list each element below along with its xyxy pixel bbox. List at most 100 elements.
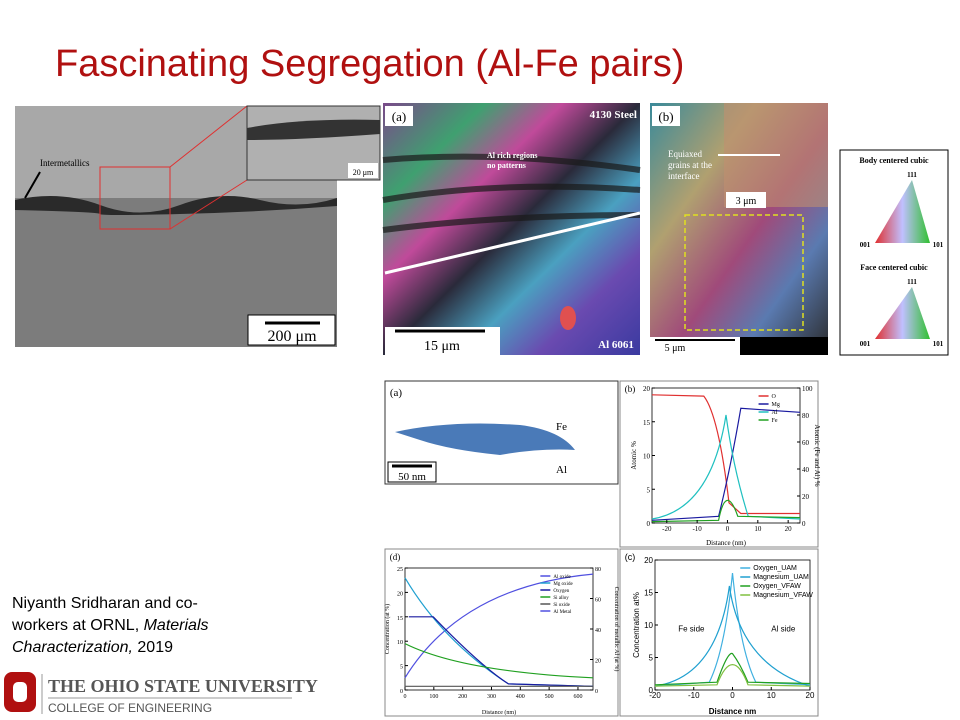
legend-corner: 101 (933, 241, 944, 249)
legend-label: Al oxide (553, 575, 571, 580)
ipf-legend (839, 149, 949, 356)
annotation: Intermetallics (40, 158, 90, 168)
scale-label: 20 μm (353, 168, 374, 177)
citation-journal: Characterization, (12, 639, 133, 656)
plot-curve (651, 414, 801, 520)
panel-label: (c) (625, 552, 636, 562)
y-axis-label: Concentration (at %) (384, 604, 391, 654)
annotation: grains at the (668, 160, 712, 170)
y-tick-label: 20 (644, 556, 653, 565)
legend-label: Oxygen (553, 589, 569, 594)
svg-text:Niyanth Sridharan and co-: Niyanth Sridharan and co- (12, 595, 198, 612)
annotation: no patterns (487, 161, 526, 170)
x-tick-label: -10 (692, 525, 702, 533)
legend-label: O (772, 394, 777, 400)
image-label: 4130 Steel (590, 109, 637, 121)
plot-curve (654, 664, 811, 687)
logo: THE OHIO STATE UNIVERSITY COLLEGE OF ENG… (4, 672, 318, 715)
scale-label: 200 μm (267, 328, 317, 345)
x-tick-label: -20 (662, 525, 672, 533)
y-tick-label: 15 (644, 589, 653, 598)
plot-curve (654, 572, 811, 687)
plot-curve (651, 499, 801, 523)
y-tick-label: 5 (649, 654, 654, 663)
apt-image (384, 380, 619, 485)
y2-tick-label: 100 (802, 385, 813, 393)
legend-title: Body centered cubic (859, 156, 929, 165)
panel-label: (a) (392, 109, 406, 124)
panel-label: (b) (625, 384, 636, 394)
legend-corner: 101 (933, 340, 944, 348)
x-tick-label: 0 (726, 525, 730, 533)
legend-label: Mg oxide (553, 582, 573, 587)
y2-tick-label: 80 (802, 412, 810, 420)
x-tick-label: 20 (785, 525, 793, 533)
panel-label: (a) (390, 387, 403, 399)
scale-label: 15 μm (424, 339, 460, 354)
x-tick-label: 300 (487, 694, 496, 700)
y2-axis-label: Concentration of metallic Al (at %) (613, 587, 620, 672)
plot-curve (408, 616, 594, 687)
legend-label: Al (772, 410, 778, 416)
plot-frame (384, 548, 619, 717)
y-tick-label: 15 (643, 419, 651, 427)
x-tick-label: 20 (806, 691, 815, 700)
y2-tick-label: 60 (802, 439, 810, 447)
y2-tick-label: 40 (802, 466, 810, 474)
plot-frame (619, 548, 819, 717)
x-tick-label: 200 (458, 694, 467, 700)
y2-tick-label: 20 (802, 493, 810, 501)
x-tick-label: -20 (649, 691, 661, 700)
y-tick-label: 10 (644, 621, 653, 630)
plot-curve (404, 643, 594, 679)
legend-label: Si oxide (553, 603, 570, 608)
ebsd-image-b (650, 103, 828, 355)
y-tick-label: 0 (647, 520, 651, 528)
annotation: Al rich regions (487, 151, 538, 160)
x-axis-label: Distance (nm) (706, 539, 747, 547)
image-label: Al 6061 (598, 339, 634, 351)
x-tick-label: 0 (404, 694, 407, 700)
legend-label: Si alloy (553, 596, 569, 601)
x-tick-label: 600 (573, 694, 582, 700)
ebsd-image-a (382, 103, 641, 355)
plot-curve (654, 652, 811, 686)
citation-journal: Materials (144, 617, 209, 634)
y2-tick-label: 60 (595, 598, 601, 604)
plot-annotation: Al side (771, 625, 796, 634)
plot-curve (651, 407, 801, 521)
legend-corner: 111 (907, 278, 917, 286)
plot-annotation: Fe side (678, 625, 705, 634)
legend-label: Magnesium_VFAW (753, 592, 813, 599)
y2-tick-label: 80 (595, 567, 601, 573)
x-tick-label: 10 (767, 691, 776, 700)
x-tick-label: 10 (754, 525, 762, 533)
y-tick-label: 25 (397, 567, 403, 573)
citation-text: workers at ORNL, (11, 617, 144, 634)
panel-label: (b) (658, 109, 673, 124)
y2-axis-label: Atomic (Fe and Al) % (813, 424, 821, 486)
y2-tick-label: 20 (595, 659, 601, 665)
y-axis-label: Atomic % (630, 441, 638, 470)
logo-university: THE OHIO STATE UNIVERSITY (48, 676, 318, 696)
plot-curve (654, 585, 811, 687)
y-tick-label: 10 (397, 640, 403, 646)
legend-corner: 001 (860, 241, 871, 249)
annotation: interface (668, 171, 699, 181)
logo-college: COLLEGE OF ENGINEERING (48, 701, 212, 715)
slide-title: Fascinating Segregation (Al-Fe pairs) (55, 43, 684, 85)
scale-label: 3 μm (736, 196, 757, 207)
y-tick-label: 20 (397, 591, 403, 597)
y2-tick-label: 0 (802, 520, 806, 528)
legend-title: Face centered cubic (860, 263, 928, 272)
y-tick-label: 15 (397, 616, 403, 622)
y-tick-label: 5 (647, 486, 651, 494)
apt-label: Al (556, 464, 567, 476)
legend-label: Oxygen_VFAW (753, 583, 801, 590)
svg-text:Characterization, 2019: Characterization, 2019 (12, 639, 173, 656)
plot-curve (651, 394, 800, 515)
scale-label: 50 nm (398, 471, 426, 483)
legend-label: Al Metal (553, 610, 572, 615)
citation-text: Niyanth Sridharan and co- (12, 595, 198, 612)
